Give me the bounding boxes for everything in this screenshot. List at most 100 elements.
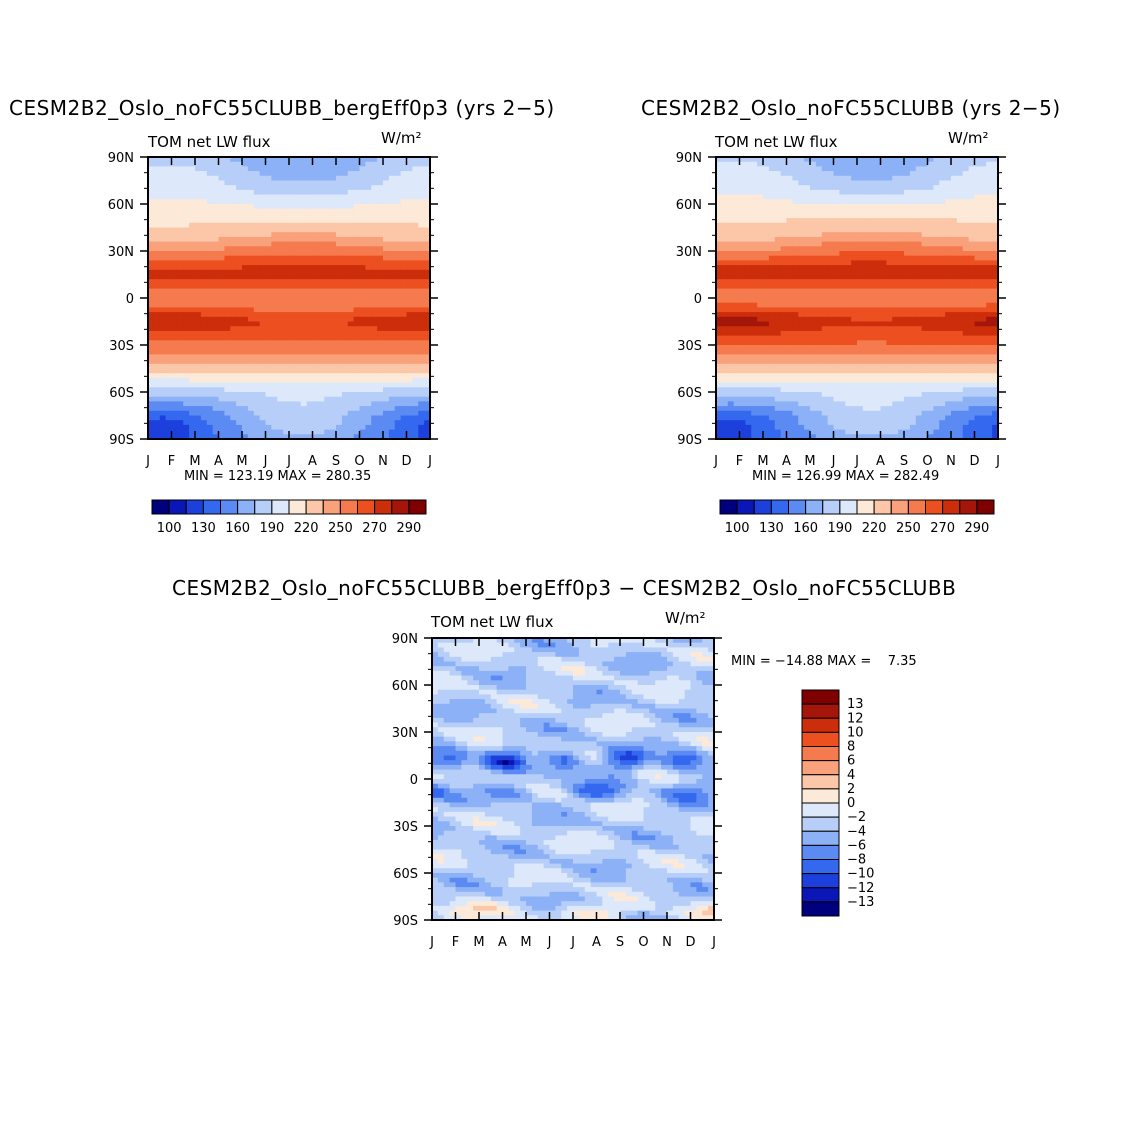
heatmap-cell xyxy=(833,222,840,229)
heatmap-cell xyxy=(721,185,729,191)
x-tick-label: S xyxy=(332,454,340,469)
heatmap-cell xyxy=(886,283,893,290)
heatmap-cell xyxy=(400,180,408,186)
heatmap-cell xyxy=(400,377,408,384)
heatmap-cell xyxy=(353,161,361,167)
heatmap-cell xyxy=(898,185,905,191)
heatmap-cell xyxy=(886,255,893,261)
heatmap-cell xyxy=(253,194,261,200)
heatmap-cell xyxy=(253,283,261,290)
heatmap-cell xyxy=(165,382,173,388)
heatmap-cell xyxy=(330,321,337,327)
heatmap-cell xyxy=(951,269,958,276)
heatmap-cell xyxy=(347,307,355,313)
heatmap-cell xyxy=(968,293,976,299)
heatmap-cell xyxy=(768,330,776,337)
heatmap-cell xyxy=(406,298,413,304)
heatmap-cell xyxy=(365,265,372,271)
heatmap-cell xyxy=(857,166,864,172)
heatmap-cell xyxy=(921,251,929,257)
heatmap-cell xyxy=(236,316,243,323)
heatmap-cell xyxy=(721,283,729,290)
heatmap-cell xyxy=(968,307,976,313)
heatmap-cell xyxy=(206,251,214,257)
heatmap-cell xyxy=(927,293,934,299)
heatmap-cell xyxy=(974,269,981,276)
heatmap-cell xyxy=(868,335,876,341)
heatmap-cell xyxy=(968,246,976,252)
heatmap-cell xyxy=(839,171,846,177)
heatmap-cell xyxy=(412,274,419,280)
heatmap-cell xyxy=(986,335,993,341)
heatmap-cell xyxy=(347,420,355,426)
heatmap-cell xyxy=(318,175,325,182)
heatmap-cell xyxy=(200,199,208,205)
heatmap-cell xyxy=(371,340,378,346)
heatmap-cell xyxy=(271,279,278,285)
heatmap-cell xyxy=(230,340,237,346)
heatmap-cell xyxy=(956,255,964,261)
heatmap-cell xyxy=(927,175,934,182)
heatmap-cell xyxy=(774,293,782,299)
heatmap-cell xyxy=(974,298,981,304)
heatmap-cell xyxy=(300,396,308,402)
heatmap-cell xyxy=(277,241,284,247)
heatmap-cell xyxy=(909,316,917,323)
heatmap-cell xyxy=(294,302,302,308)
heatmap-cell xyxy=(148,194,155,200)
heatmap-cell xyxy=(927,288,934,294)
heatmap-cell xyxy=(242,227,249,233)
heatmap-cell xyxy=(757,312,764,318)
heatmap-cell xyxy=(886,335,893,341)
heatmap-cell xyxy=(394,241,402,247)
heatmap-cell xyxy=(921,227,929,233)
heatmap-cell xyxy=(218,340,225,346)
heatmap-cell xyxy=(242,420,249,426)
heatmap-cell xyxy=(727,274,735,280)
heatmap-cell xyxy=(388,420,396,426)
heatmap-cell xyxy=(804,171,811,177)
heatmap-cell xyxy=(733,185,741,191)
heatmap-cell xyxy=(821,213,829,219)
heatmap-cell xyxy=(177,157,184,163)
heatmap-cell xyxy=(992,227,999,233)
heatmap-cell xyxy=(727,260,735,266)
heatmap-cell xyxy=(857,340,864,346)
heatmap-cell xyxy=(418,218,425,224)
heatmap-cell xyxy=(289,330,296,337)
heatmap-cell xyxy=(177,349,184,355)
heatmap-cell xyxy=(377,227,384,233)
heatmap-cell xyxy=(200,180,208,186)
heatmap-cell xyxy=(341,171,349,177)
heatmap-cell xyxy=(300,368,308,374)
heatmap-cell xyxy=(218,255,225,261)
heatmap-cell xyxy=(786,246,793,252)
heatmap-cell xyxy=(904,232,911,238)
heatmap-cell xyxy=(153,354,161,360)
heatmap-cell xyxy=(857,227,864,233)
heatmap-cell xyxy=(265,232,272,238)
heatmap-cell xyxy=(388,232,396,238)
heatmap-cell xyxy=(265,199,272,205)
heatmap-cell xyxy=(341,194,349,200)
heatmap-cell xyxy=(265,354,272,360)
heatmap-cell xyxy=(857,199,864,205)
heatmap-cell xyxy=(359,241,366,247)
heatmap-cell xyxy=(763,213,770,219)
heatmap-cell xyxy=(283,208,290,214)
heatmap-cell xyxy=(933,232,940,238)
heatmap-cell xyxy=(283,316,290,323)
heatmap-cell xyxy=(939,279,946,285)
heatmap-cell xyxy=(727,189,735,196)
heatmap-cell xyxy=(757,269,764,276)
heatmap-cell xyxy=(921,260,929,266)
heatmap-cell xyxy=(986,260,993,266)
heatmap-cell xyxy=(277,175,284,182)
heatmap-cell xyxy=(845,298,852,304)
heatmap-cell xyxy=(763,189,770,196)
heatmap-cell xyxy=(159,199,167,205)
heatmap-cell xyxy=(418,363,425,370)
heatmap-cell xyxy=(312,227,319,233)
heatmap-cell xyxy=(933,340,940,346)
heatmap-cell xyxy=(306,189,314,196)
